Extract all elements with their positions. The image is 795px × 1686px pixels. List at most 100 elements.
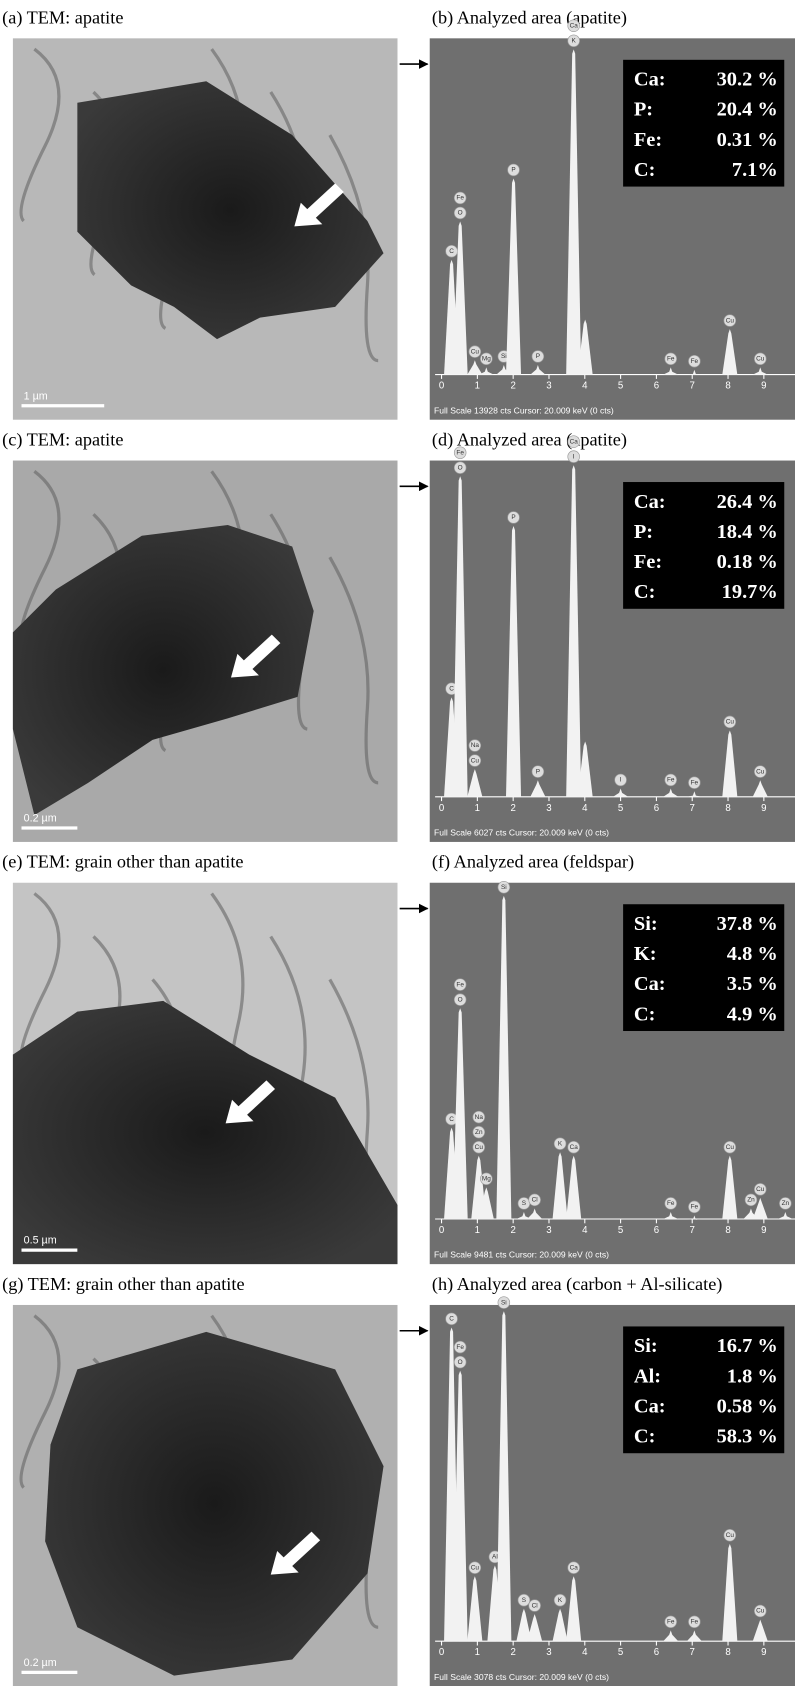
peak-label: Fe	[456, 449, 464, 456]
element-percent: 3.5 %	[727, 973, 778, 995]
page: (a) TEM: apatite(b) Analyzed area (apati…	[0, 0, 795, 1686]
peak-label: Cu	[475, 1144, 484, 1151]
x-tick-label: 1	[475, 1225, 480, 1236]
element-percent: 0.18 %	[717, 551, 778, 573]
peak-label: Cu	[756, 356, 765, 363]
element: C:	[634, 1425, 656, 1447]
peak-label: P	[511, 167, 515, 174]
peak-label: Cu	[756, 1608, 765, 1615]
element: C:	[634, 1003, 656, 1025]
peak-label: K	[572, 38, 577, 45]
left-caption: (c) TEM: apatite	[2, 429, 123, 450]
element: P:	[634, 99, 653, 121]
peak-label: Fe	[667, 777, 675, 784]
peak-label: Ca	[570, 1144, 579, 1151]
peak-label: Cu	[756, 768, 765, 775]
peak-label: Fe	[456, 195, 464, 202]
peak-label: Fe	[667, 1200, 675, 1207]
x-tick-label: 7	[690, 1225, 695, 1236]
peak-label: Na	[475, 1114, 484, 1121]
tem-image: 1 µm	[13, 38, 398, 419]
peak-label: O	[458, 1359, 463, 1366]
x-tick-label: 6	[654, 803, 659, 814]
peak-label: Si	[501, 353, 507, 360]
element-percent: 26.4 %	[717, 491, 778, 513]
peak-label: Si	[501, 1299, 507, 1306]
x-tick-label: 4	[582, 381, 588, 392]
element: Fe:	[634, 129, 662, 151]
spectrum-footer: Full Scale 6027 cts Cursor: 20.009 keV (…	[434, 827, 609, 837]
peak-label: Cl	[532, 1197, 538, 1204]
x-tick-label: 6	[654, 381, 659, 392]
peak-label: Si	[501, 884, 507, 891]
tem-image: 0.2 µm	[13, 1305, 398, 1686]
element-percent: 30.2 %	[717, 69, 778, 91]
left-caption: (e) TEM: grain other than apatite	[2, 852, 243, 873]
x-tick-label: 6	[654, 1647, 659, 1658]
x-tick-label: 4	[582, 803, 588, 814]
peak-label: S	[522, 1597, 526, 1604]
x-tick-label: 9	[761, 381, 766, 392]
peak-label: O	[458, 210, 463, 217]
x-tick-label: 8	[725, 1647, 730, 1658]
x-tick-label: 5	[618, 381, 623, 392]
element-percent: 37.8 %	[717, 913, 778, 935]
peak-label: O	[458, 464, 463, 471]
figure: (a) TEM: apatite(b) Analyzed area (apati…	[0, 0, 795, 1686]
tem-image: 0.2 µm	[13, 461, 398, 842]
element: Ca:	[634, 491, 666, 513]
element-percent: 19.7%	[722, 581, 778, 603]
element: Si:	[634, 1335, 658, 1357]
peak-label: Na	[471, 742, 480, 749]
x-tick-label: 6	[654, 1225, 659, 1236]
x-tick-label: 0	[439, 1225, 444, 1236]
scale-bar-label: 0.2 µm	[24, 813, 57, 825]
x-tick-label: 8	[725, 803, 730, 814]
peak-label: Cu	[726, 1532, 735, 1539]
peak-label: Fe	[691, 358, 699, 365]
element-percent: 4.9 %	[727, 1003, 778, 1025]
x-tick-label: 3	[546, 803, 551, 814]
peak-label: C	[449, 685, 454, 692]
peak-label: Fe	[691, 1619, 699, 1626]
peak-label: Cu	[726, 1144, 735, 1151]
element-percent: 58.3 %	[717, 1425, 778, 1447]
element-percent: 20.4 %	[717, 99, 778, 121]
spectrum-footer: Full Scale 9481 cts Cursor: 20.009 keV (…	[434, 1250, 609, 1260]
x-tick-label: 2	[510, 1225, 515, 1236]
peak-label: P	[511, 514, 515, 521]
peak-label: Ca	[570, 438, 579, 445]
peak-label: K	[558, 1140, 563, 1147]
peak-label: Al	[492, 1554, 498, 1561]
peak-label: Mg	[482, 356, 491, 363]
peak-label: Fe	[667, 356, 675, 363]
peak-label: S	[522, 1200, 526, 1207]
x-tick-label: 3	[546, 381, 551, 392]
element-percent: 4.8 %	[727, 943, 778, 965]
peak-label: Cu	[471, 1564, 480, 1571]
right-caption: (f) Analyzed area (feldspar)	[432, 852, 634, 873]
x-tick-label: 5	[618, 803, 623, 814]
peak-label: Cu	[471, 757, 480, 764]
element-percent: 1.8 %	[727, 1365, 778, 1387]
element: Fe:	[634, 551, 662, 573]
peak-label: Fe	[667, 1619, 675, 1626]
x-tick-label: 2	[510, 803, 515, 814]
peak-label: I	[620, 777, 622, 784]
tem-image: 0.5 µm	[13, 883, 398, 1264]
peak-label: K	[558, 1597, 563, 1604]
element-percent: 0.58 %	[717, 1395, 778, 1417]
spectrum-footer: Full Scale 13928 cts Cursor: 20.009 keV …	[434, 405, 614, 415]
peak-label: Ca	[570, 22, 579, 29]
x-tick-label: 2	[510, 381, 515, 392]
element: Si:	[634, 913, 658, 935]
peak-label: Zn	[747, 1197, 755, 1204]
peak-label: P	[536, 353, 540, 360]
peak-label: Cu	[471, 348, 480, 355]
x-tick-label: 9	[761, 803, 766, 814]
peak-label: Cl	[532, 1602, 538, 1609]
right-caption: (h) Analyzed area (carbon + Al-silicate)	[432, 1274, 722, 1295]
peak-label: Cu	[756, 1186, 765, 1193]
